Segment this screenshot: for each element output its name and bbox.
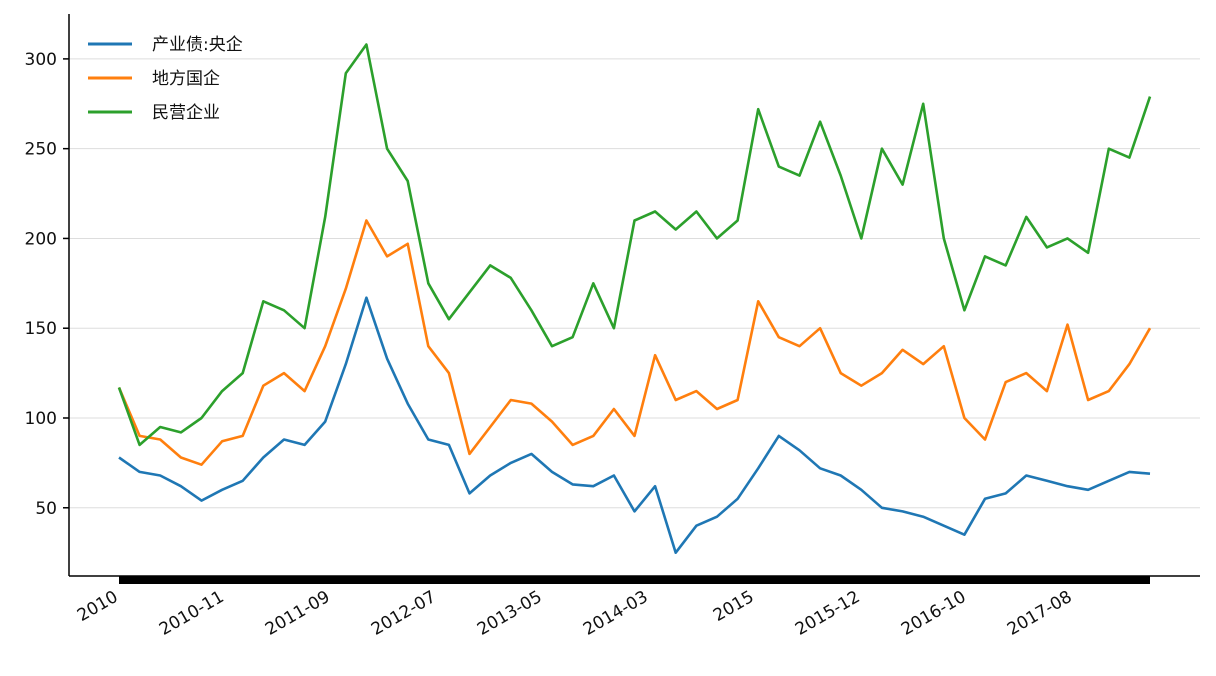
y-tick-label: 150 [25, 319, 57, 339]
x-tick-label: 2013-05 [474, 587, 546, 640]
x-tick-label: 2012-07 [368, 587, 440, 640]
axes [68, 14, 1200, 584]
y-tick-label: 50 [35, 499, 57, 519]
y-tick-label: 100 [25, 409, 57, 429]
y-tick-label: 250 [25, 140, 57, 160]
series-line-0 [118, 296, 1151, 555]
series-line-2 [117, 43, 1152, 447]
legend-label: 地方国企 [152, 69, 220, 89]
gridlines [69, 58, 1200, 509]
x-tick-label: 2016-10 [898, 587, 970, 640]
x-tick-band [119, 576, 1150, 584]
x-tick-label: 2015-12 [792, 587, 864, 640]
x-tick-label: 2017-08 [1004, 587, 1076, 640]
series-lines [117, 43, 1152, 555]
x-tick-label: 2014-03 [580, 587, 652, 640]
y-tick-label: 300 [25, 50, 57, 70]
legend-label: 产业债:央企 [152, 35, 243, 55]
y-ticks: 50 100 150 200 250 300 [25, 50, 69, 519]
x-tick-label: 2010 [74, 587, 121, 626]
x-ticks: 2010 2010-11 2011-09 2012-07 2013-05 2014-03 2… [74, 587, 1075, 640]
y-tick-label: 200 [25, 229, 57, 249]
x-tick-label: 2015 [710, 587, 757, 626]
legend-label: 民营企业 [152, 103, 220, 123]
series-line-1 [117, 219, 1152, 467]
x-tick-label: 2011-09 [262, 587, 334, 640]
x-tick-label: 2010-11 [156, 587, 228, 640]
